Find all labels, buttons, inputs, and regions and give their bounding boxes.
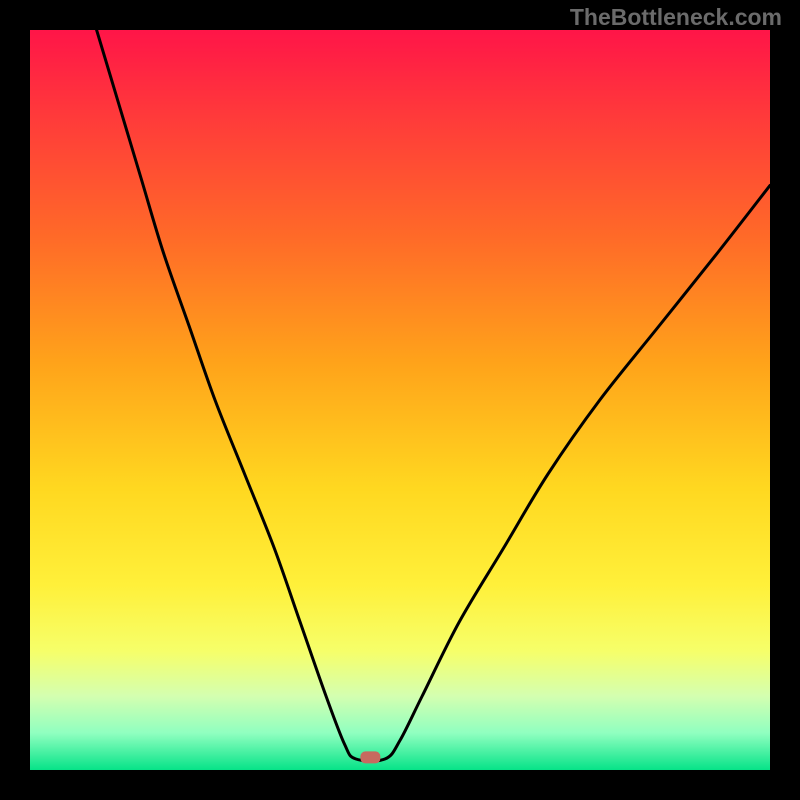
bottleneck-chart [0, 0, 800, 800]
watermark-text: TheBottleneck.com [570, 4, 782, 31]
optimal-point-marker [360, 751, 380, 763]
plot-background-gradient [30, 30, 770, 770]
